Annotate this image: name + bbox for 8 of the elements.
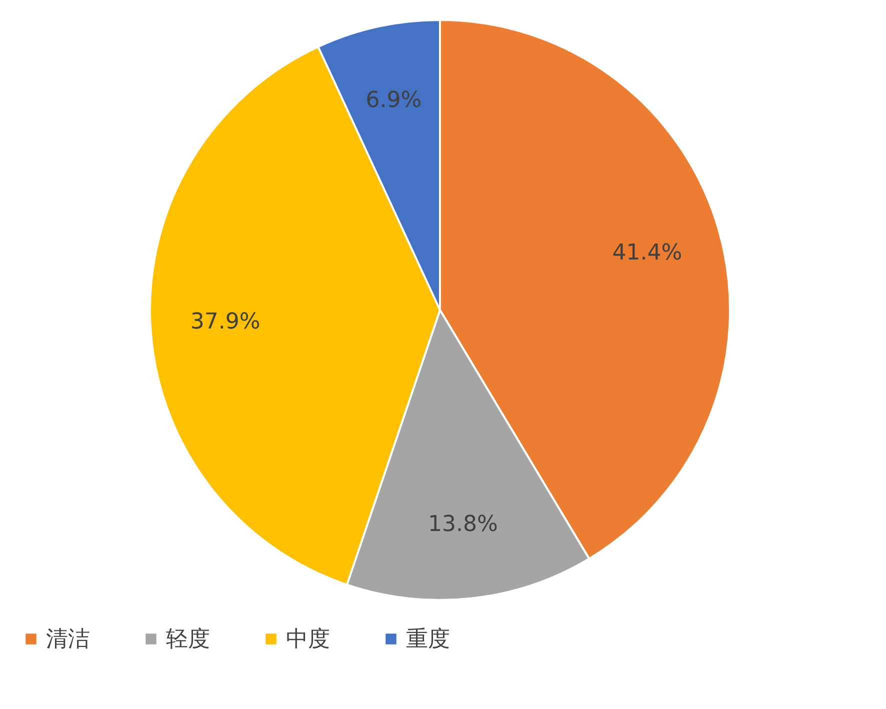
legend-label: 重度	[406, 627, 450, 652]
data-label: 6.9%	[366, 88, 422, 114]
legend-label: 轻度	[166, 627, 210, 652]
data-label: 37.9%	[190, 309, 260, 334]
legend-label: 中度	[286, 627, 330, 652]
legend-label: 清洁	[46, 627, 90, 652]
data-label: 13.8%	[428, 512, 498, 537]
data-label: 41.4%	[612, 240, 682, 266]
